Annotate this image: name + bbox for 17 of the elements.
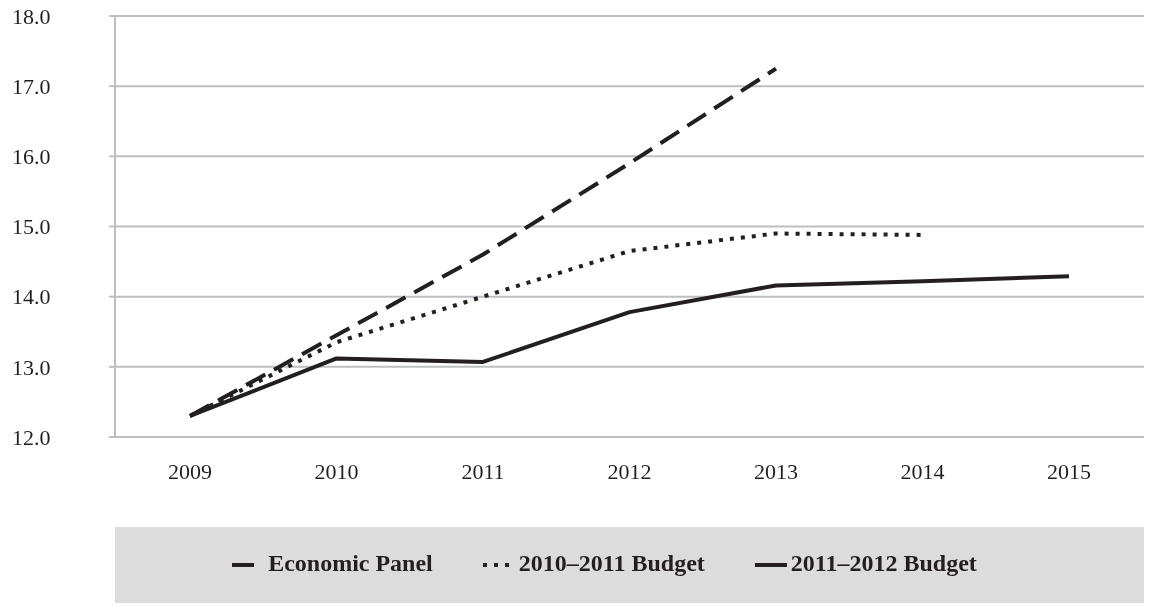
x-tick-label: 2012 [607,458,652,484]
y-tick-label: 14.0 [12,284,51,310]
x-tick-label: 2009 [168,458,212,484]
y-tick-label: 16.0 [12,144,51,170]
x-tick-label: 2011 [461,458,505,484]
y-tick-label: 13.0 [12,354,51,380]
legend-label: Economic Panel [268,549,433,576]
y-tick-label: 15.0 [12,214,51,240]
y-tick-label: 17.0 [12,73,51,99]
x-tick-label: 2010 [314,458,359,484]
x-tick-label: 2015 [1047,458,1091,484]
x-tick-label: 2014 [900,458,945,484]
legend-label: 2010–2011 Budget [518,549,705,576]
x-tick-label: 2013 [754,458,798,484]
y-tick-label: 18.0 [12,3,51,29]
y-tick-label: 12.0 [12,424,51,450]
legend-label: 2011–2012 Budget [790,549,977,576]
